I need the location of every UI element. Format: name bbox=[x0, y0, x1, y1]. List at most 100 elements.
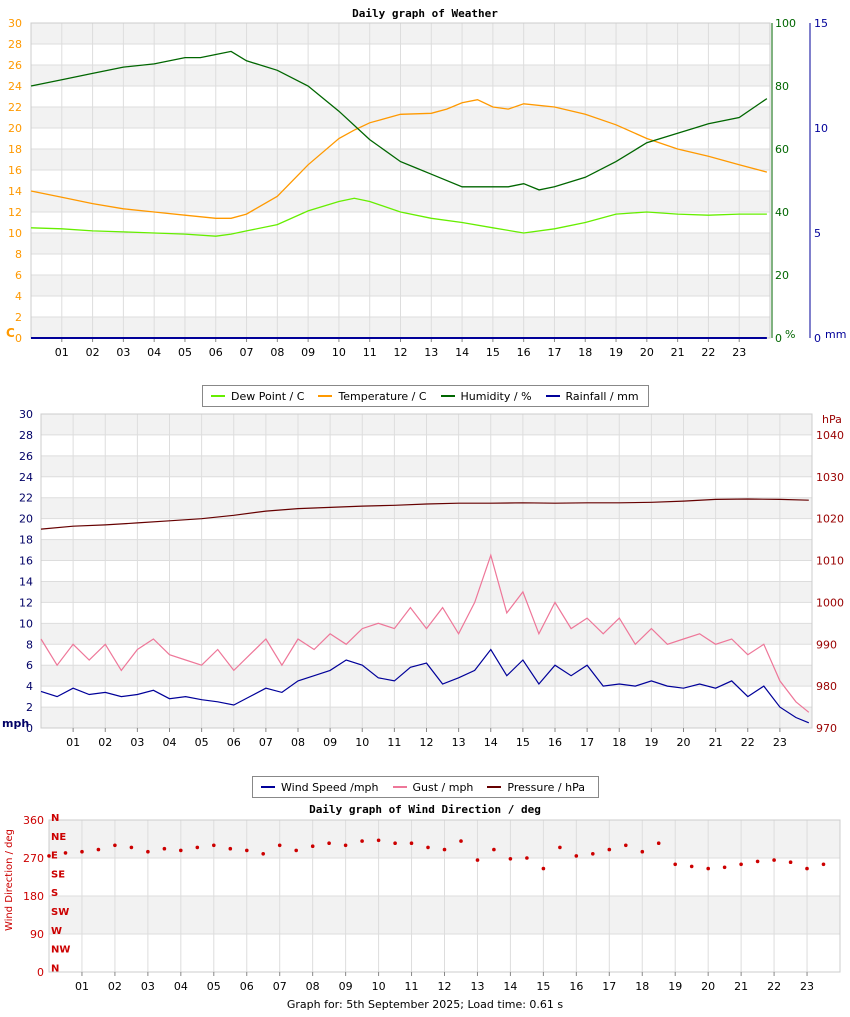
weather-x-tick-label: 07 bbox=[240, 346, 254, 359]
wind-x-tick-label: 07 bbox=[259, 736, 273, 749]
compass-label: SE bbox=[51, 869, 65, 880]
wdir-x-tick-label: 01 bbox=[75, 980, 89, 993]
wind-direction-point bbox=[195, 845, 200, 850]
wind-direction-point bbox=[492, 847, 496, 852]
wind-direction-point bbox=[772, 858, 776, 862]
wind-direction-point bbox=[574, 854, 579, 858]
wind-x-tick-label: 19 bbox=[644, 736, 658, 749]
wdir-x-tick-label: 15 bbox=[536, 980, 550, 993]
wind-direction-point bbox=[541, 866, 546, 871]
wind-direction-point bbox=[689, 864, 694, 869]
wdir-x-tick-label: 13 bbox=[470, 980, 484, 993]
legend-label-humidity: Humidity / % bbox=[460, 389, 532, 403]
wind-direction-point bbox=[80, 849, 84, 854]
weather-x-tick-label: 18 bbox=[578, 346, 592, 359]
weather-left-y-tick-label: 24 bbox=[8, 80, 22, 93]
wind-left-y-tick-label: 20 bbox=[19, 513, 33, 526]
wind-left-y-tick-label: 22 bbox=[19, 492, 33, 505]
wind-direction-point bbox=[426, 845, 430, 850]
wind-right-y-tick-label: 990 bbox=[816, 638, 837, 651]
pressure-swatch bbox=[487, 786, 502, 788]
wdir-left-y-tick-label: 360 bbox=[23, 814, 44, 827]
wind-direction-point bbox=[459, 839, 463, 843]
wind-x-tick-label: 10 bbox=[355, 736, 369, 749]
wind-direction-axis-label: Wind Direction / deg bbox=[4, 829, 15, 931]
wind-x-tick-label: 01 bbox=[66, 736, 80, 749]
weather-left-y-tick-label: 26 bbox=[8, 59, 22, 72]
legend-item-temperature: Temperature / C bbox=[318, 390, 427, 403]
compass-label: N bbox=[51, 963, 59, 974]
wind-right-y-tick-label: 980 bbox=[816, 680, 837, 693]
temperature-swatch bbox=[318, 395, 333, 397]
weather-x-tick-label: 09 bbox=[301, 346, 315, 359]
wdir-left-y-tick-label: 270 bbox=[23, 852, 44, 865]
weather-left-y-tick-label: 4 bbox=[15, 290, 22, 303]
wdir-left-y-tick-label: 90 bbox=[30, 928, 44, 941]
wind-direction-chart: Daily graph of Wind Direction / deg09018… bbox=[4, 803, 841, 993]
weather-chart-title: Daily graph of Weather bbox=[352, 7, 498, 20]
wind-direction-point bbox=[179, 848, 183, 853]
weather-right1-axis-label: % bbox=[785, 328, 795, 341]
wdir-x-tick-label: 22 bbox=[767, 980, 781, 993]
legend-item-dew-point: Dew Point / C bbox=[211, 390, 304, 403]
wind-right-y-tick-label: 970 bbox=[816, 722, 837, 735]
wdir-x-tick-label: 09 bbox=[339, 980, 353, 993]
wind-right-y-tick-label: 1030 bbox=[816, 471, 844, 484]
weather-right1-y-tick-label: 40 bbox=[775, 206, 789, 219]
wind-left-y-tick-label: 12 bbox=[19, 596, 33, 609]
wdir-x-tick-label: 14 bbox=[503, 980, 517, 993]
weather-right2-y-tick-label: 5 bbox=[814, 227, 821, 240]
weather-left-y-tick-label: 10 bbox=[8, 227, 22, 240]
weather-right1-y-tick-label: 60 bbox=[775, 143, 789, 156]
wdir-x-tick-label: 23 bbox=[800, 980, 814, 993]
wind-left-axis-label: mph bbox=[2, 717, 29, 730]
weather-x-tick-label: 17 bbox=[547, 346, 561, 359]
wdir-x-tick-label: 16 bbox=[569, 980, 583, 993]
wind-direction-point bbox=[640, 849, 645, 854]
wind-right-y-tick-label: 1000 bbox=[816, 596, 844, 609]
wind-left-y-tick-label: 16 bbox=[19, 555, 33, 568]
weather-right1-y-tick-label: 20 bbox=[775, 269, 789, 282]
wind-direction-point bbox=[755, 859, 760, 864]
wind-left-y-tick-label: 0 bbox=[26, 722, 33, 735]
temperature-line bbox=[30, 99, 768, 219]
wind-x-tick-label: 18 bbox=[612, 736, 626, 749]
wdir-x-tick-label: 04 bbox=[174, 980, 188, 993]
graph-footer: Graph for: 5th September 2025; Load time… bbox=[286, 998, 564, 1011]
weather-x-tick-label: 20 bbox=[640, 346, 654, 359]
wind-direction-point bbox=[525, 856, 529, 860]
weather-x-tick-label: 10 bbox=[332, 346, 346, 359]
dew-point-swatch bbox=[211, 395, 225, 397]
wind-speed-swatch bbox=[261, 786, 275, 788]
weather-x-tick-label: 05 bbox=[178, 346, 192, 359]
weather-x-tick-label: 22 bbox=[701, 346, 715, 359]
wind-x-tick-label: 08 bbox=[291, 736, 305, 749]
wind-right-y-tick-label: 1020 bbox=[816, 513, 844, 526]
wind-direction-point bbox=[146, 849, 150, 854]
legend-label-gust: Gust / mph bbox=[412, 780, 474, 794]
compass-label: E bbox=[51, 851, 58, 862]
wind-x-tick-label: 03 bbox=[130, 736, 144, 749]
weather-left-y-tick-label: 30 bbox=[8, 17, 22, 30]
wind-x-tick-label: 05 bbox=[195, 736, 209, 749]
wind-direction-point bbox=[673, 862, 677, 867]
legend-label-wind-speed: Wind Speed /mph bbox=[281, 780, 379, 794]
rainfall-swatch bbox=[545, 395, 560, 397]
weather-left-y-tick-label: 28 bbox=[8, 38, 22, 51]
wind-x-tick-label: 23 bbox=[773, 736, 787, 749]
wind-left-y-tick-label: 30 bbox=[19, 408, 33, 421]
legend-label-pressure: Pressure / hPa bbox=[507, 780, 585, 794]
wind-legend: Wind Speed /mph Gust / mph Pressure / hP… bbox=[252, 776, 599, 798]
weather-left-y-tick-label: 14 bbox=[8, 185, 22, 198]
compass-label: NE bbox=[51, 832, 66, 843]
wdir-x-tick-label: 02 bbox=[108, 980, 122, 993]
compass-label: SW bbox=[51, 907, 69, 918]
legend-item-rainfall: Rainfall / mm bbox=[545, 389, 639, 403]
wind-direction-point bbox=[393, 841, 397, 845]
wind-left-y-tick-label: 26 bbox=[19, 450, 33, 463]
wind-direction-point bbox=[508, 857, 513, 861]
weather-chart: Daily graph of Weather024681012141618202… bbox=[6, 7, 846, 359]
weather-left-y-tick-label: 8 bbox=[15, 248, 22, 261]
legend-label-rainfall: Rainfall / mm bbox=[565, 389, 639, 403]
weather-x-tick-label: 12 bbox=[394, 346, 408, 359]
